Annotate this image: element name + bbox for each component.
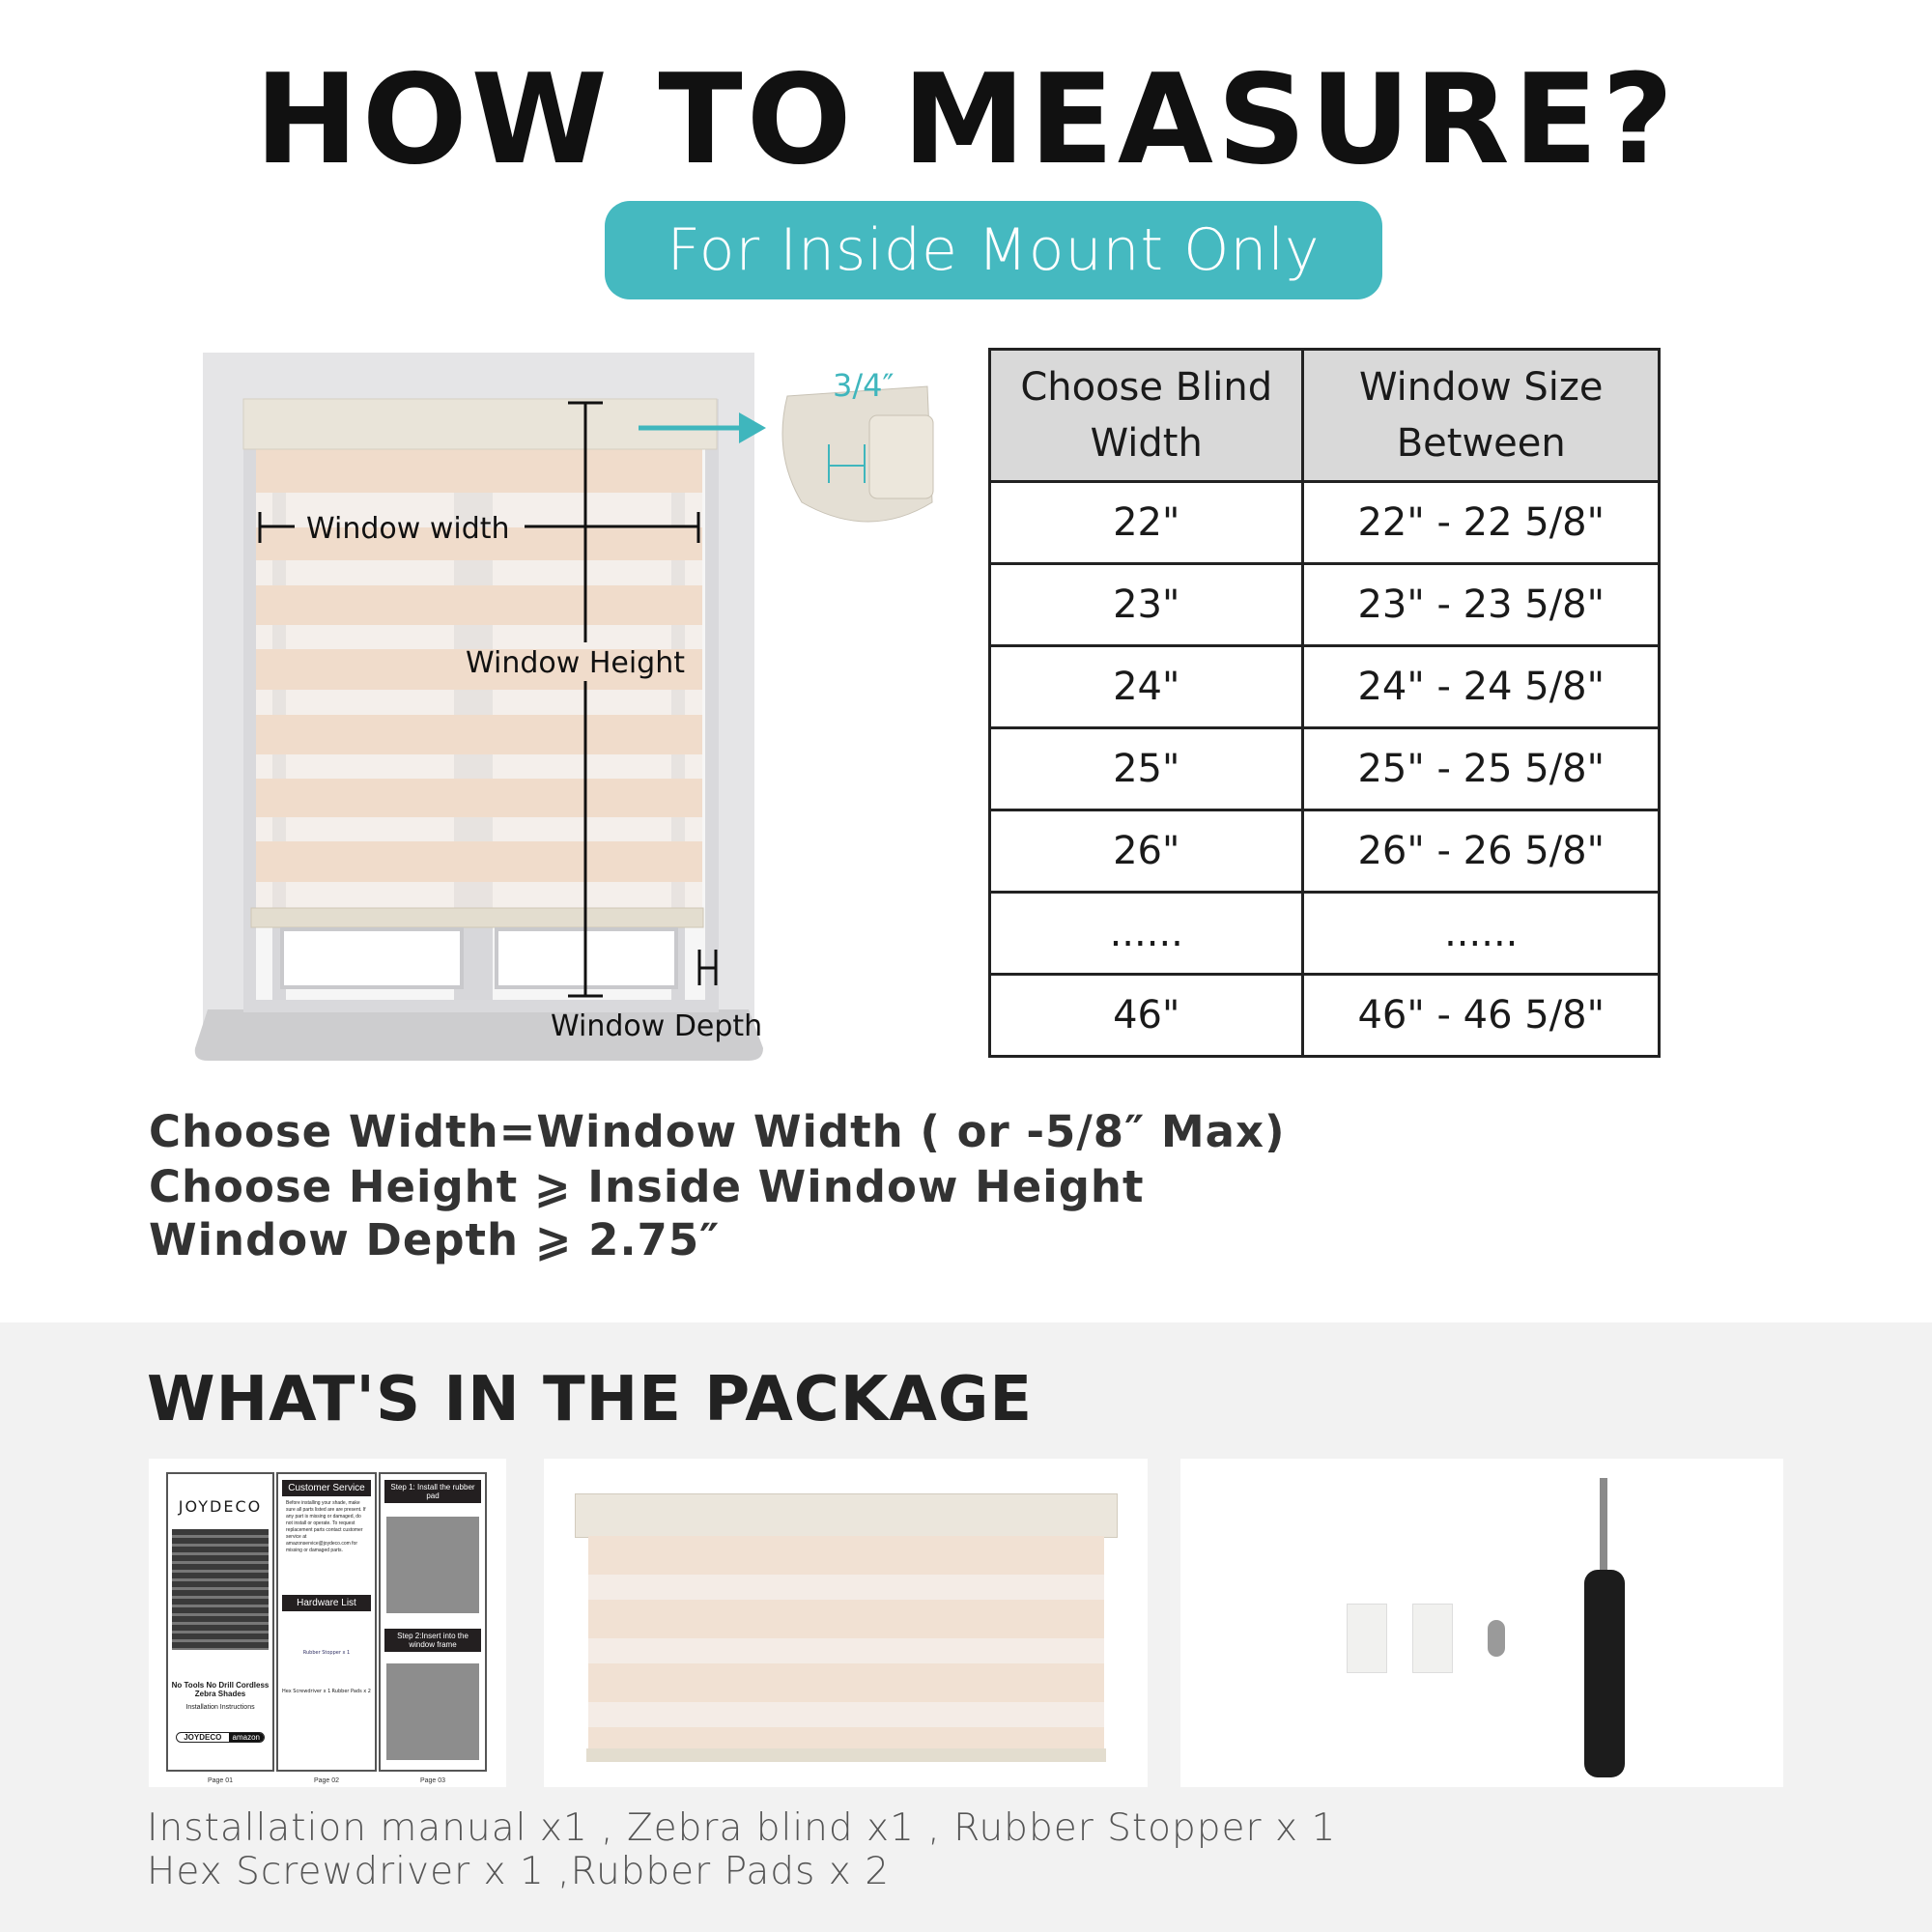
manual-step2: Step 2:Insert into the window frame xyxy=(384,1629,481,1652)
cell: 25" - 25 5/8" xyxy=(1301,726,1661,811)
package-title: WHAT'S IN THE PACKAGE xyxy=(147,1364,1034,1435)
blind-headrail xyxy=(575,1493,1118,1538)
zebra-blind-image xyxy=(544,1459,1148,1787)
headrail xyxy=(242,398,718,450)
table-row: ............ xyxy=(987,891,1661,976)
manual-page-number: Page 03 xyxy=(419,1777,446,1784)
manual-cover-photo xyxy=(172,1529,269,1650)
table-row: 46" 46" - 46 5/8" xyxy=(987,973,1661,1058)
manual-cover-subtitle: Installation Instructions xyxy=(185,1704,255,1711)
table-row: 26" 26" - 26 5/8" xyxy=(987,809,1661,894)
blind-bottom-rail xyxy=(586,1748,1106,1762)
manual-badge-brand: JOYDECO xyxy=(184,1733,222,1742)
screwdriver-handle-icon xyxy=(1584,1570,1625,1777)
manual-page-number: Page 02 xyxy=(313,1777,340,1784)
cell: 22" xyxy=(987,480,1305,565)
cell: 46" - 46 5/8" xyxy=(1301,973,1661,1058)
rubber-pad-icon xyxy=(1347,1604,1387,1673)
screwdriver-shaft-icon xyxy=(1600,1478,1607,1584)
cell: 23" - 23 5/8" xyxy=(1301,562,1661,647)
blind-fabric xyxy=(588,1536,1104,1758)
window-height-label: Window Height xyxy=(466,646,685,680)
table-row: 23" 23" - 23 5/8" xyxy=(987,562,1661,647)
blind-fabric xyxy=(256,447,702,882)
manual-hw-driver: Hex Screwdriver x 1 xyxy=(282,1689,331,1694)
window-width-label: Window width xyxy=(306,512,510,546)
table-row: 25" 25" - 25 5/8" xyxy=(987,726,1661,811)
window-sill xyxy=(194,1009,763,1061)
rule-width: Choose Width=Window Width ( or -5/8″ Max… xyxy=(149,1106,1286,1157)
cell: ...... xyxy=(1301,891,1661,976)
cell: 22" - 22 5/8" xyxy=(1301,480,1661,565)
installation-manual-image: JOYDECO No Tools No Drill Cordless Zebra… xyxy=(149,1459,506,1787)
manual-step2-photo xyxy=(386,1663,479,1760)
manual-step1-photo xyxy=(386,1517,479,1613)
window-depth-label: Window Depth xyxy=(551,1009,762,1043)
rubber-stopper-icon xyxy=(1488,1620,1505,1657)
size-table: Choose Blind Width Window Size Between 2… xyxy=(987,348,1661,1058)
col-header-window-size: Window Size Between xyxy=(1301,348,1661,483)
manual-service-title: Customer Service xyxy=(282,1480,371,1496)
package-caption-line-1: Installation manual x1 , Zebra blind x1 … xyxy=(147,1806,1337,1850)
cell: 24" - 24 5/8" xyxy=(1301,644,1661,729)
manual-cover-title: No Tools No Drill Cordless Zebra Shades xyxy=(171,1681,270,1698)
col-header-blind-width: Choose Blind Width xyxy=(987,348,1305,483)
manual-hardware-title: Hardware List xyxy=(282,1595,371,1611)
cell: 26" xyxy=(987,809,1305,894)
page-title: HOW TO MEASURE? xyxy=(254,48,1678,192)
cell: 25" xyxy=(987,726,1305,811)
manual-brand: JOYDECO xyxy=(178,1497,263,1516)
manual-badge-store: amazon xyxy=(228,1733,264,1742)
bottom-rail xyxy=(250,907,704,928)
manual-step1: Step 1: Install the rubber pad xyxy=(384,1480,481,1503)
rubber-pad-icon xyxy=(1412,1604,1453,1673)
rule-depth: Window Depth ⩾ 2.75″ xyxy=(149,1214,721,1265)
cell: 26" - 26 5/8" xyxy=(1301,809,1661,894)
package-caption-line-2: Hex Screwdriver x 1 ,Rubber Pads x 2 xyxy=(147,1850,891,1893)
table-header-row: Choose Blind Width Window Size Between xyxy=(987,348,1661,483)
cell: 23" xyxy=(987,562,1305,647)
hardware-image xyxy=(1180,1459,1783,1787)
cell: 24" xyxy=(987,644,1305,729)
manual-page-number: Page 01 xyxy=(207,1777,234,1784)
cell: 46" xyxy=(987,973,1305,1058)
manual-hw-stopper: Rubber Stopper x 1 xyxy=(302,1650,351,1656)
headrail-detail-inset xyxy=(781,385,934,523)
manual-service-text: Before installing your shade, make sure … xyxy=(286,1500,366,1553)
window-measure-diagram: Window width Window Height Window Depth … xyxy=(194,353,934,1061)
rule-height: Choose Height ⩾ Inside Window Height xyxy=(149,1161,1145,1212)
detail-dimension-label: 3/4″ xyxy=(833,367,895,404)
table-row: 24" 24" - 24 5/8" xyxy=(987,644,1661,729)
inside-mount-badge: For Inside Mount Only xyxy=(605,201,1382,299)
table-row: 22" 22" - 22 5/8" xyxy=(987,480,1661,565)
manual-hw-pads: Rubber Pads x 2 xyxy=(331,1689,371,1694)
measure-lines xyxy=(258,401,718,998)
cell: ...... xyxy=(987,891,1305,976)
